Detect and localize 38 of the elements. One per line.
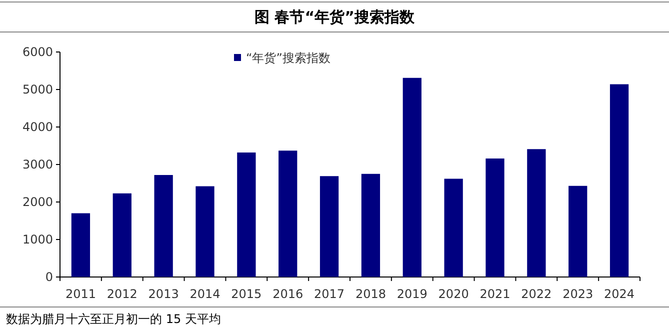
- bar: [568, 186, 588, 277]
- bar: [278, 150, 298, 277]
- y-tick-label: 1000: [22, 232, 53, 246]
- y-tick-label: 2000: [22, 195, 53, 209]
- bar: [154, 175, 173, 277]
- x-tick-label: 2017: [314, 287, 345, 301]
- legend-label: “年货”搜索指数: [246, 51, 330, 65]
- y-tick-label: 3000: [22, 158, 53, 172]
- x-tick-label: 2015: [231, 287, 262, 301]
- x-tick-label: 2011: [65, 287, 96, 301]
- y-tick-label: 5000: [22, 82, 53, 96]
- x-tick-label: 2023: [562, 287, 594, 301]
- x-tick-label: 2016: [272, 287, 304, 301]
- x-tick-label: 2021: [480, 287, 510, 301]
- x-tick-label: 2024: [604, 287, 635, 301]
- bar: [402, 78, 422, 277]
- y-tick-label: 0: [45, 270, 53, 284]
- bar: [112, 193, 132, 277]
- bar: [527, 149, 546, 277]
- bar: [361, 174, 380, 277]
- bar: [71, 213, 90, 277]
- chart-title: 图 春节“年货”搜索指数: [254, 8, 416, 26]
- y-tick-label: 4000: [22, 120, 53, 134]
- text: 数据为腊月十六至正月初一的 15 天平均: [6, 312, 221, 326]
- x-tick-label: 2012: [106, 287, 138, 301]
- bar: [196, 186, 214, 277]
- bar: [610, 84, 629, 277]
- x-tick-label: 2013: [148, 287, 179, 301]
- x-tick-label: 2020: [438, 287, 469, 301]
- x-tick-label: 2022: [521, 287, 552, 301]
- x-tick-label: 2018: [355, 287, 386, 301]
- bar: [444, 178, 463, 277]
- y-tick-label: 6000: [22, 45, 53, 59]
- x-tick-label: 2019: [396, 287, 428, 301]
- bar: [320, 176, 339, 277]
- bar: [237, 152, 256, 277]
- x-tick-label: 2014: [190, 287, 220, 301]
- bar: [486, 158, 504, 277]
